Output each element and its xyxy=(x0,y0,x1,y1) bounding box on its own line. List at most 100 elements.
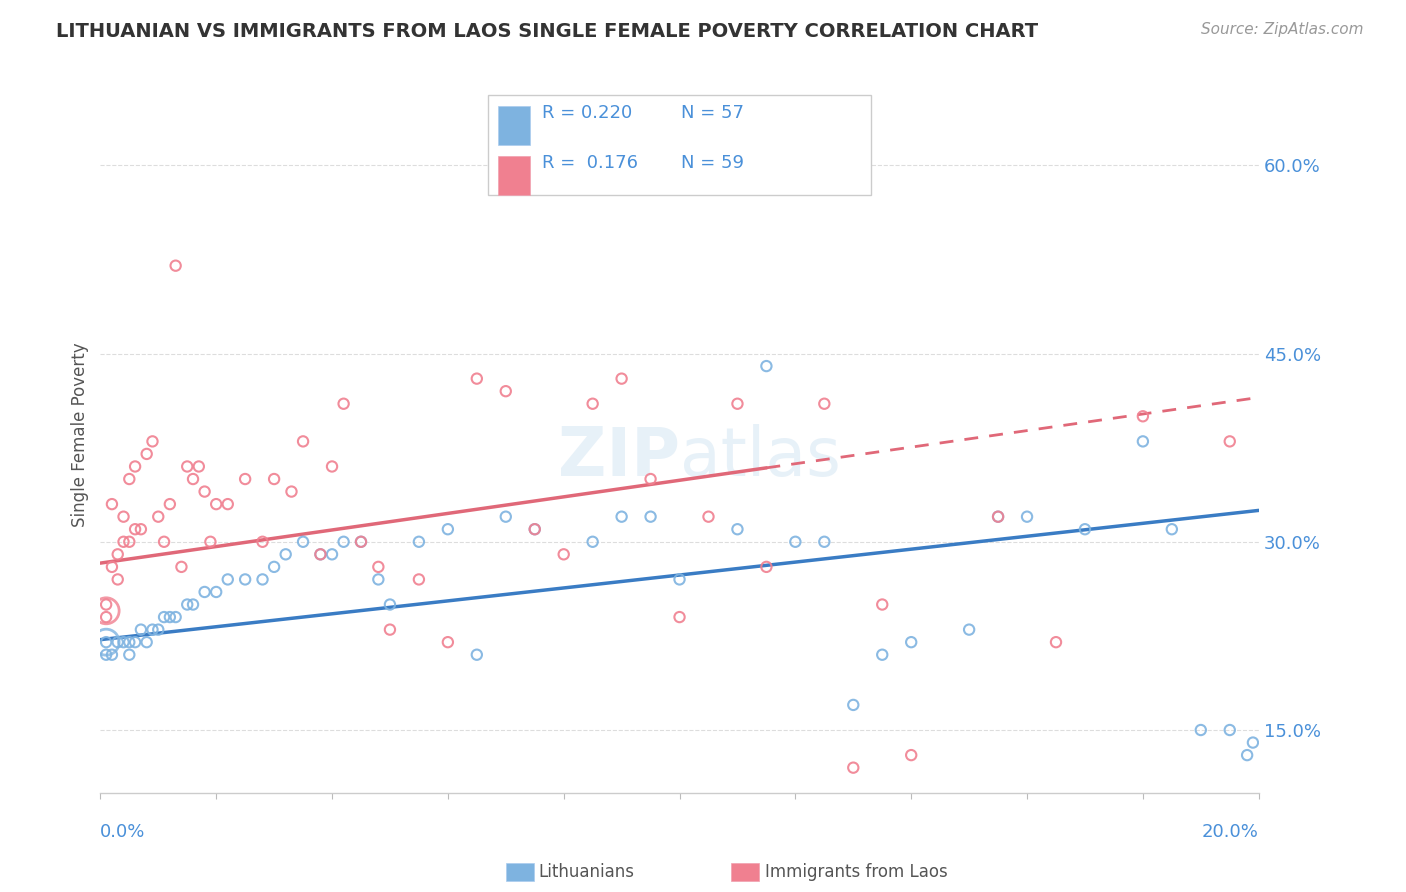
Point xyxy=(408,534,430,549)
Point xyxy=(957,623,980,637)
Point xyxy=(118,472,141,486)
Point xyxy=(165,610,187,624)
Point xyxy=(118,635,141,649)
Text: ZIP: ZIP xyxy=(558,424,679,490)
Text: LITHUANIAN VS IMMIGRANTS FROM LAOS SINGLE FEMALE POVERTY CORRELATION CHART: LITHUANIAN VS IMMIGRANTS FROM LAOS SINGL… xyxy=(56,22,1039,41)
Text: Lithuanians: Lithuanians xyxy=(538,863,634,881)
Point xyxy=(495,384,517,399)
Point xyxy=(668,610,690,624)
Point xyxy=(437,522,460,536)
Point xyxy=(118,534,141,549)
Point xyxy=(987,509,1010,524)
Point xyxy=(378,598,401,612)
Point xyxy=(124,459,146,474)
Point xyxy=(94,648,117,662)
Point xyxy=(94,604,117,618)
Point xyxy=(553,547,575,561)
Text: N = 59: N = 59 xyxy=(681,154,744,172)
Point xyxy=(101,560,124,574)
Point xyxy=(1015,509,1038,524)
Point xyxy=(813,397,835,411)
Point xyxy=(900,748,922,763)
Point xyxy=(332,534,354,549)
Point xyxy=(165,259,187,273)
Point xyxy=(176,598,198,612)
Point xyxy=(292,434,315,449)
Point xyxy=(292,534,315,549)
Point xyxy=(94,635,117,649)
Point xyxy=(321,459,343,474)
Point xyxy=(141,623,163,637)
Point xyxy=(94,598,117,612)
Point xyxy=(112,509,135,524)
Point xyxy=(1160,522,1182,536)
Point xyxy=(148,623,170,637)
Point xyxy=(1241,735,1264,749)
Point xyxy=(101,648,124,662)
Point xyxy=(582,534,605,549)
Point xyxy=(112,635,135,649)
Point xyxy=(252,573,274,587)
Point xyxy=(129,522,152,536)
Point xyxy=(194,585,217,599)
Point xyxy=(813,534,835,549)
Point xyxy=(205,585,228,599)
Point xyxy=(94,610,117,624)
Point xyxy=(582,397,605,411)
Point xyxy=(200,534,222,549)
Point xyxy=(1219,723,1241,737)
Point xyxy=(465,371,488,385)
Text: Immigrants from Laos: Immigrants from Laos xyxy=(765,863,948,881)
Point xyxy=(842,761,865,775)
Text: Source: ZipAtlas.com: Source: ZipAtlas.com xyxy=(1201,22,1364,37)
Point xyxy=(321,547,343,561)
Point xyxy=(274,547,297,561)
Point xyxy=(233,573,256,587)
Point xyxy=(135,635,157,649)
Point xyxy=(668,573,690,587)
Point xyxy=(523,522,546,536)
FancyBboxPatch shape xyxy=(498,156,530,195)
Point xyxy=(263,472,285,486)
Text: 0.0%: 0.0% xyxy=(100,823,146,841)
Point xyxy=(1189,723,1212,737)
Point xyxy=(350,534,373,549)
Point xyxy=(176,459,198,474)
Point xyxy=(217,497,239,511)
Point xyxy=(1132,434,1154,449)
Point xyxy=(205,497,228,511)
Point xyxy=(350,534,373,549)
Point xyxy=(153,610,176,624)
Point xyxy=(135,447,157,461)
Point xyxy=(181,598,204,612)
FancyBboxPatch shape xyxy=(498,106,530,145)
Point xyxy=(107,573,129,587)
Point xyxy=(727,522,749,536)
Point xyxy=(1132,409,1154,424)
Point xyxy=(408,573,430,587)
Point xyxy=(640,472,662,486)
Point xyxy=(309,547,332,561)
Point xyxy=(842,698,865,712)
Point xyxy=(263,560,285,574)
Point xyxy=(118,648,141,662)
Point xyxy=(170,560,193,574)
Point xyxy=(610,371,633,385)
Point xyxy=(1045,635,1067,649)
Point xyxy=(727,397,749,411)
Text: R =  0.176: R = 0.176 xyxy=(541,154,638,172)
Point xyxy=(755,560,778,574)
Point xyxy=(187,459,209,474)
Point xyxy=(495,509,517,524)
Point xyxy=(194,484,217,499)
Text: 20.0%: 20.0% xyxy=(1202,823,1258,841)
Point xyxy=(900,635,922,649)
Point xyxy=(141,434,163,449)
Point xyxy=(101,497,124,511)
Point xyxy=(153,534,176,549)
Point xyxy=(332,397,354,411)
Point xyxy=(785,534,807,549)
Point xyxy=(148,509,170,524)
Point xyxy=(610,509,633,524)
Point xyxy=(1236,748,1258,763)
